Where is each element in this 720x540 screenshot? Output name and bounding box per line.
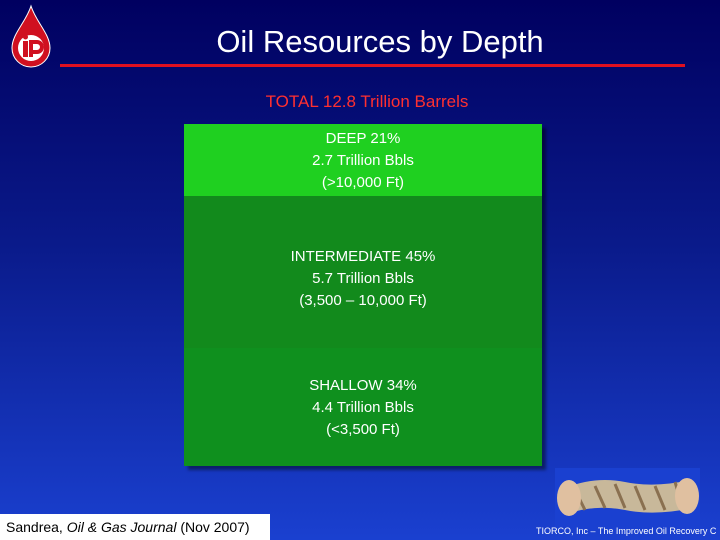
segment-line: 2.7 Trillion Bbls: [312, 152, 414, 169]
photo: [555, 468, 700, 530]
segment-line: DEEP 21%: [325, 130, 401, 147]
segment-line: (>10,000 Ft): [321, 174, 405, 191]
segment-line: (<3,500 Ft): [326, 421, 400, 438]
footer: TIORCO, Inc – The Improved Oil Recovery …: [536, 526, 717, 536]
source-author: Sandrea,: [6, 519, 67, 535]
title: Oil Resources by Depth: [216, 24, 544, 59]
segment-line: SHALLOW 34%: [309, 377, 417, 394]
segment-deep: DEEP 21% 2.7 Trillion Bbls (>10,000 Ft): [184, 124, 542, 196]
depth-stack: DEEP 21% 2.7 Trillion Bbls (>10,000 Ft) IN…: [184, 124, 542, 466]
source-journal: Oil & Gas Journal: [66, 519, 177, 535]
logo: [11, 4, 51, 68]
segment-line: 4.4 Trillion Bbls: [312, 399, 414, 416]
title-rule: [60, 64, 685, 67]
segment-intermediate: INTERMEDIATE 45% 5.7 Trillion Bbls (3,500 …: [184, 196, 542, 348]
source-date: (Nov 2007): [176, 519, 250, 535]
source: Sandrea, Oil & Gas Journal (Nov 2007): [0, 514, 270, 540]
segment-line: (3,500 – 10,000 Ft): [299, 292, 427, 309]
subtitle: TOTAL 12.8 Trillion Barrels: [265, 92, 469, 111]
segment-shallow: SHALLOW 34% 4.4 Trillion Bbls (<3,500 Ft): [184, 348, 542, 466]
segment-line: INTERMEDIATE 45%: [290, 248, 436, 265]
segment-line: 5.7 Trillion Bbls: [312, 270, 414, 287]
